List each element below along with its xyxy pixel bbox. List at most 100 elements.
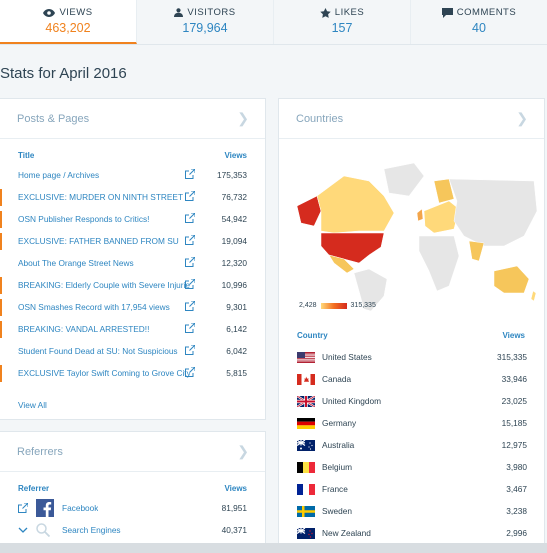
external-link-icon[interactable] <box>185 169 195 179</box>
referrer-views: 40,371 <box>221 525 247 535</box>
country-row: Sweden 3,238 <box>297 500 527 522</box>
referrers-title: Referrers <box>17 445 63 458</box>
legend-max: 315,335 <box>350 302 376 309</box>
countries-column-headers: Country Views <box>297 331 525 340</box>
post-title-link[interactable]: EXCLUSIVE Taylor Swift Coming to Grove C… <box>18 368 190 378</box>
post-title-link[interactable]: OSN Publisher Responds to Critics! <box>18 214 150 224</box>
post-title-link[interactable]: Home page / Archives <box>18 170 100 180</box>
chevron-right-icon[interactable]: ❯ <box>237 443 249 459</box>
flag-au-icon <box>297 439 315 451</box>
external-link-icon[interactable] <box>185 323 195 333</box>
highlight-marker <box>0 277 2 294</box>
external-link-icon[interactable] <box>185 367 195 377</box>
post-row[interactable]: BREAKING: VANDAL ARRESTED!! 6,142 <box>0 318 247 340</box>
legend-gradient <box>320 302 347 309</box>
map-europe[interactable] <box>423 200 460 234</box>
view-all-link[interactable]: View All <box>18 400 47 410</box>
posts-pages-title: Posts & Pages <box>17 112 90 125</box>
referrer-row-facebook[interactable]: Facebook 81,951 <box>18 497 247 519</box>
map-africa[interactable] <box>418 235 460 292</box>
bottom-scroll-bar <box>0 543 547 553</box>
star-icon <box>320 7 331 18</box>
map-new-zealand[interactable] <box>530 290 537 302</box>
post-row[interactable]: BREAKING: Elderly Couple with Severe Inj… <box>0 274 247 296</box>
referrer-row-search-engines[interactable]: Search Engines 40,371 <box>18 519 247 541</box>
post-row[interactable]: About The Orange Street News 12,320 <box>18 252 247 274</box>
tab-comments[interactable]: COMMENTS 40 <box>411 0 547 44</box>
posts-column-headers: Title Views <box>0 139 265 160</box>
highlight-marker <box>0 233 2 250</box>
country-row: Germany 15,185 <box>297 412 527 434</box>
map-mexico[interactable] <box>328 254 355 274</box>
chevron-right-icon[interactable]: ❯ <box>237 110 249 126</box>
chevron-down-icon[interactable] <box>18 527 28 534</box>
eye-icon <box>43 8 56 17</box>
external-link-icon[interactable] <box>18 503 28 513</box>
external-link-icon[interactable] <box>185 213 195 223</box>
post-title-link[interactable]: OSN Smashes Record with 17,954 views <box>18 302 170 312</box>
external-link-icon[interactable] <box>185 257 195 267</box>
flag-nz-icon <box>297 527 315 539</box>
external-link-icon[interactable] <box>185 301 195 311</box>
post-views: 19,094 <box>221 236 247 246</box>
map-uk[interactable] <box>416 208 424 222</box>
tab-comments-label: COMMENTS <box>456 7 517 18</box>
referrers-header[interactable]: Referrers ❯ <box>0 432 265 472</box>
post-row[interactable]: OSN Smashes Record with 17,954 views 9,30… <box>0 296 247 318</box>
posts-pages-header[interactable]: Posts & Pages ❯ <box>0 99 265 139</box>
post-row[interactable]: OSN Publisher Responds to Critics! 54,942 <box>0 208 247 230</box>
map-scandinavia[interactable] <box>433 178 455 204</box>
external-link-icon[interactable] <box>185 235 195 245</box>
referrers-list: Facebook 81,951 Search Engines 40,371 <box>0 493 265 541</box>
external-link-icon[interactable] <box>185 279 195 289</box>
tab-likes[interactable]: LIKES 157 <box>274 0 411 44</box>
post-title-link[interactable]: BREAKING: VANDAL ARRESTED!! <box>18 324 150 334</box>
tab-likes-value: 157 <box>331 21 353 35</box>
map-usa[interactable] <box>320 232 385 264</box>
external-link-icon[interactable] <box>185 345 195 355</box>
tab-views-label: VIEWS <box>59 7 93 18</box>
flag-ca-icon <box>297 373 315 385</box>
legend-min: 2,428 <box>299 302 317 309</box>
highlight-marker <box>0 365 2 382</box>
post-row[interactable]: EXCLUSIVE: FATHER BANNED FROM SU 19,094 <box>0 230 247 252</box>
country-name: United Kingdom <box>322 396 382 406</box>
posts-list: Home page / Archives 175,353 EXCLUSIVE: MU… <box>0 160 265 384</box>
highlight-marker <box>0 321 2 338</box>
country-row: Canada 33,946 <box>297 368 527 390</box>
map-asia[interactable] <box>448 178 538 247</box>
map-greenland[interactable] <box>383 162 425 197</box>
map-australia[interactable] <box>493 265 530 294</box>
tab-visitors[interactable]: VISITORS 179,964 <box>137 0 274 44</box>
post-row[interactable]: EXCLUSIVE Taylor Swift Coming to Grove C… <box>0 362 247 384</box>
world-map[interactable] <box>289 151 539 311</box>
tab-views[interactable]: VIEWS 463,202 <box>0 0 137 44</box>
post-title-link[interactable]: BREAKING: Elderly Couple with Severe Inj… <box>18 280 190 290</box>
highlight-marker <box>0 299 2 316</box>
post-row[interactable]: EXCLUSIVE: MURDER ON NINTH STREET 76,732 <box>0 186 247 208</box>
map-india[interactable] <box>468 240 485 262</box>
map-alaska[interactable] <box>296 195 322 227</box>
external-link-icon[interactable] <box>185 191 195 201</box>
countries-col-views: Views <box>502 331 525 340</box>
referrers-card: Referrers ❯ Referrer Views Facebook 81,9… <box>0 431 266 553</box>
country-views: 2,996 <box>506 528 527 538</box>
post-views: 10,996 <box>221 280 247 290</box>
stat-tabs: VIEWS 463,202 VISITORS 179,964 LIKES 157… <box>0 0 547 45</box>
map-canada[interactable] <box>316 175 395 234</box>
post-title-link[interactable]: Student Found Dead at SU: Not Suspicious <box>18 346 178 356</box>
country-name: New Zealand <box>322 528 371 538</box>
posts-pages-card: Posts & Pages ❯ Title Views Home page / … <box>0 98 266 420</box>
post-title-link[interactable]: EXCLUSIVE: MURDER ON NINTH STREET <box>18 192 184 202</box>
chevron-right-icon[interactable]: ❯ <box>516 110 528 126</box>
map-south-america[interactable] <box>353 268 388 311</box>
post-row[interactable]: Student Found Dead at SU: Not Suspicious… <box>18 340 247 362</box>
referrer-name[interactable]: Search Engines <box>62 525 121 535</box>
post-row[interactable]: Home page / Archives 175,353 <box>18 164 247 186</box>
countries-header[interactable]: Countries ❯ <box>279 99 544 139</box>
post-title-link[interactable]: EXCLUSIVE: FATHER BANNED FROM SU <box>18 236 179 246</box>
referrer-name[interactable]: Facebook <box>62 503 99 513</box>
country-row: United Kingdom 23,025 <box>297 390 527 412</box>
countries-title: Countries <box>296 112 344 125</box>
post-title-link[interactable]: About The Orange Street News <box>18 258 134 268</box>
